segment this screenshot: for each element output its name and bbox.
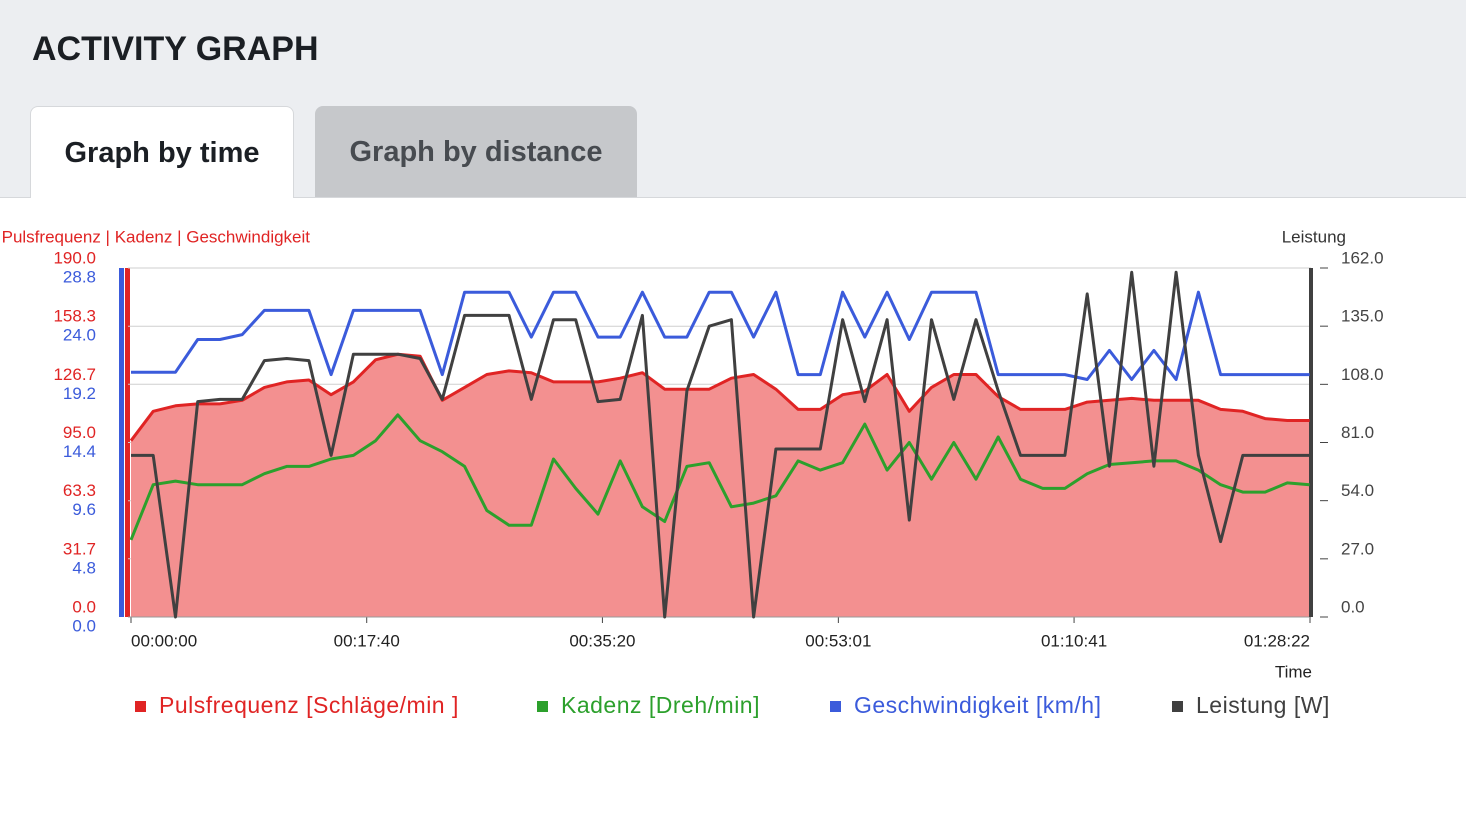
series-line [131,290,1310,381]
y3-tick-label: 28.8 [63,267,96,286]
x-tick-label: 00:17:40 [334,631,400,650]
x-tick-label: 00:53:01 [805,631,871,650]
y2-axis-label: Leistung [1282,227,1346,246]
y2-tick-label: 108.0 [1341,365,1384,384]
legend-swatch [135,701,146,712]
legend-label: Leistung [W] [1196,692,1330,718]
y3-tick-label: 19.2 [63,384,96,403]
y2-tick-label: 27.0 [1341,539,1374,558]
y2-tick-label: 81.0 [1341,423,1374,442]
legend-swatch [1172,701,1183,712]
y-tick-label: 31.7 [63,539,96,558]
y3-tick-label: 4.8 [72,558,96,577]
axis-bar-speed [119,268,124,617]
y3-tick-label: 9.6 [72,500,96,519]
page-title: ACTIVITY GRAPH [32,30,319,68]
tab-distance[interactable]: Graph by distance [315,106,637,198]
x-tick-label: 01:28:22 [1244,631,1310,650]
y-tick-label: 0.0 [72,597,96,616]
y3-tick-label: 24.0 [63,326,96,345]
series-line [129,413,1310,541]
series-line [131,270,1310,619]
x-tick-label: 01:10:41 [1041,631,1107,650]
legend-label: Kadenz [Dreh/min] [561,692,760,718]
legend-swatch [830,701,841,712]
x-tick-label: 00:35:20 [569,631,635,650]
y-axis-label: Pulsfrequenz | Kadenz | Geschwindigkeit [2,227,311,246]
y2-tick-label: 0.0 [1341,597,1365,616]
y-tick-label: 126.7 [53,365,96,384]
y-tick-label: 95.0 [63,423,96,442]
y3-tick-label: 14.4 [63,442,96,461]
series-line [129,352,1310,442]
y3-tick-label: 0.0 [72,616,96,635]
y-tick-label: 190.0 [53,248,96,267]
y-tick-label: 158.3 [53,307,96,326]
y-tick-label: 63.3 [63,481,96,500]
y2-tick-label: 135.0 [1341,307,1384,326]
tab-time[interactable]: Graph by time [30,106,294,198]
chart: Pulsfrequenz | Kadenz | Geschwindigkeit … [2,227,1384,718]
x-axis-label: Time [1275,662,1312,681]
legend-label: Pulsfrequenz [Schläge/min ] [159,692,459,718]
axis-bar-hr [125,268,130,617]
chart-panel: Pulsfrequenz | Kadenz | Geschwindigkeit … [0,197,1466,828]
y2-axis-bar [1309,268,1313,617]
legend-label: Geschwindigkeit [km/h] [854,692,1101,718]
y2-tick-label: 54.0 [1341,481,1374,500]
y2-tick-label: 162.0 [1341,248,1384,267]
x-tick-label: 00:00:00 [131,631,197,650]
legend-swatch [537,701,548,712]
